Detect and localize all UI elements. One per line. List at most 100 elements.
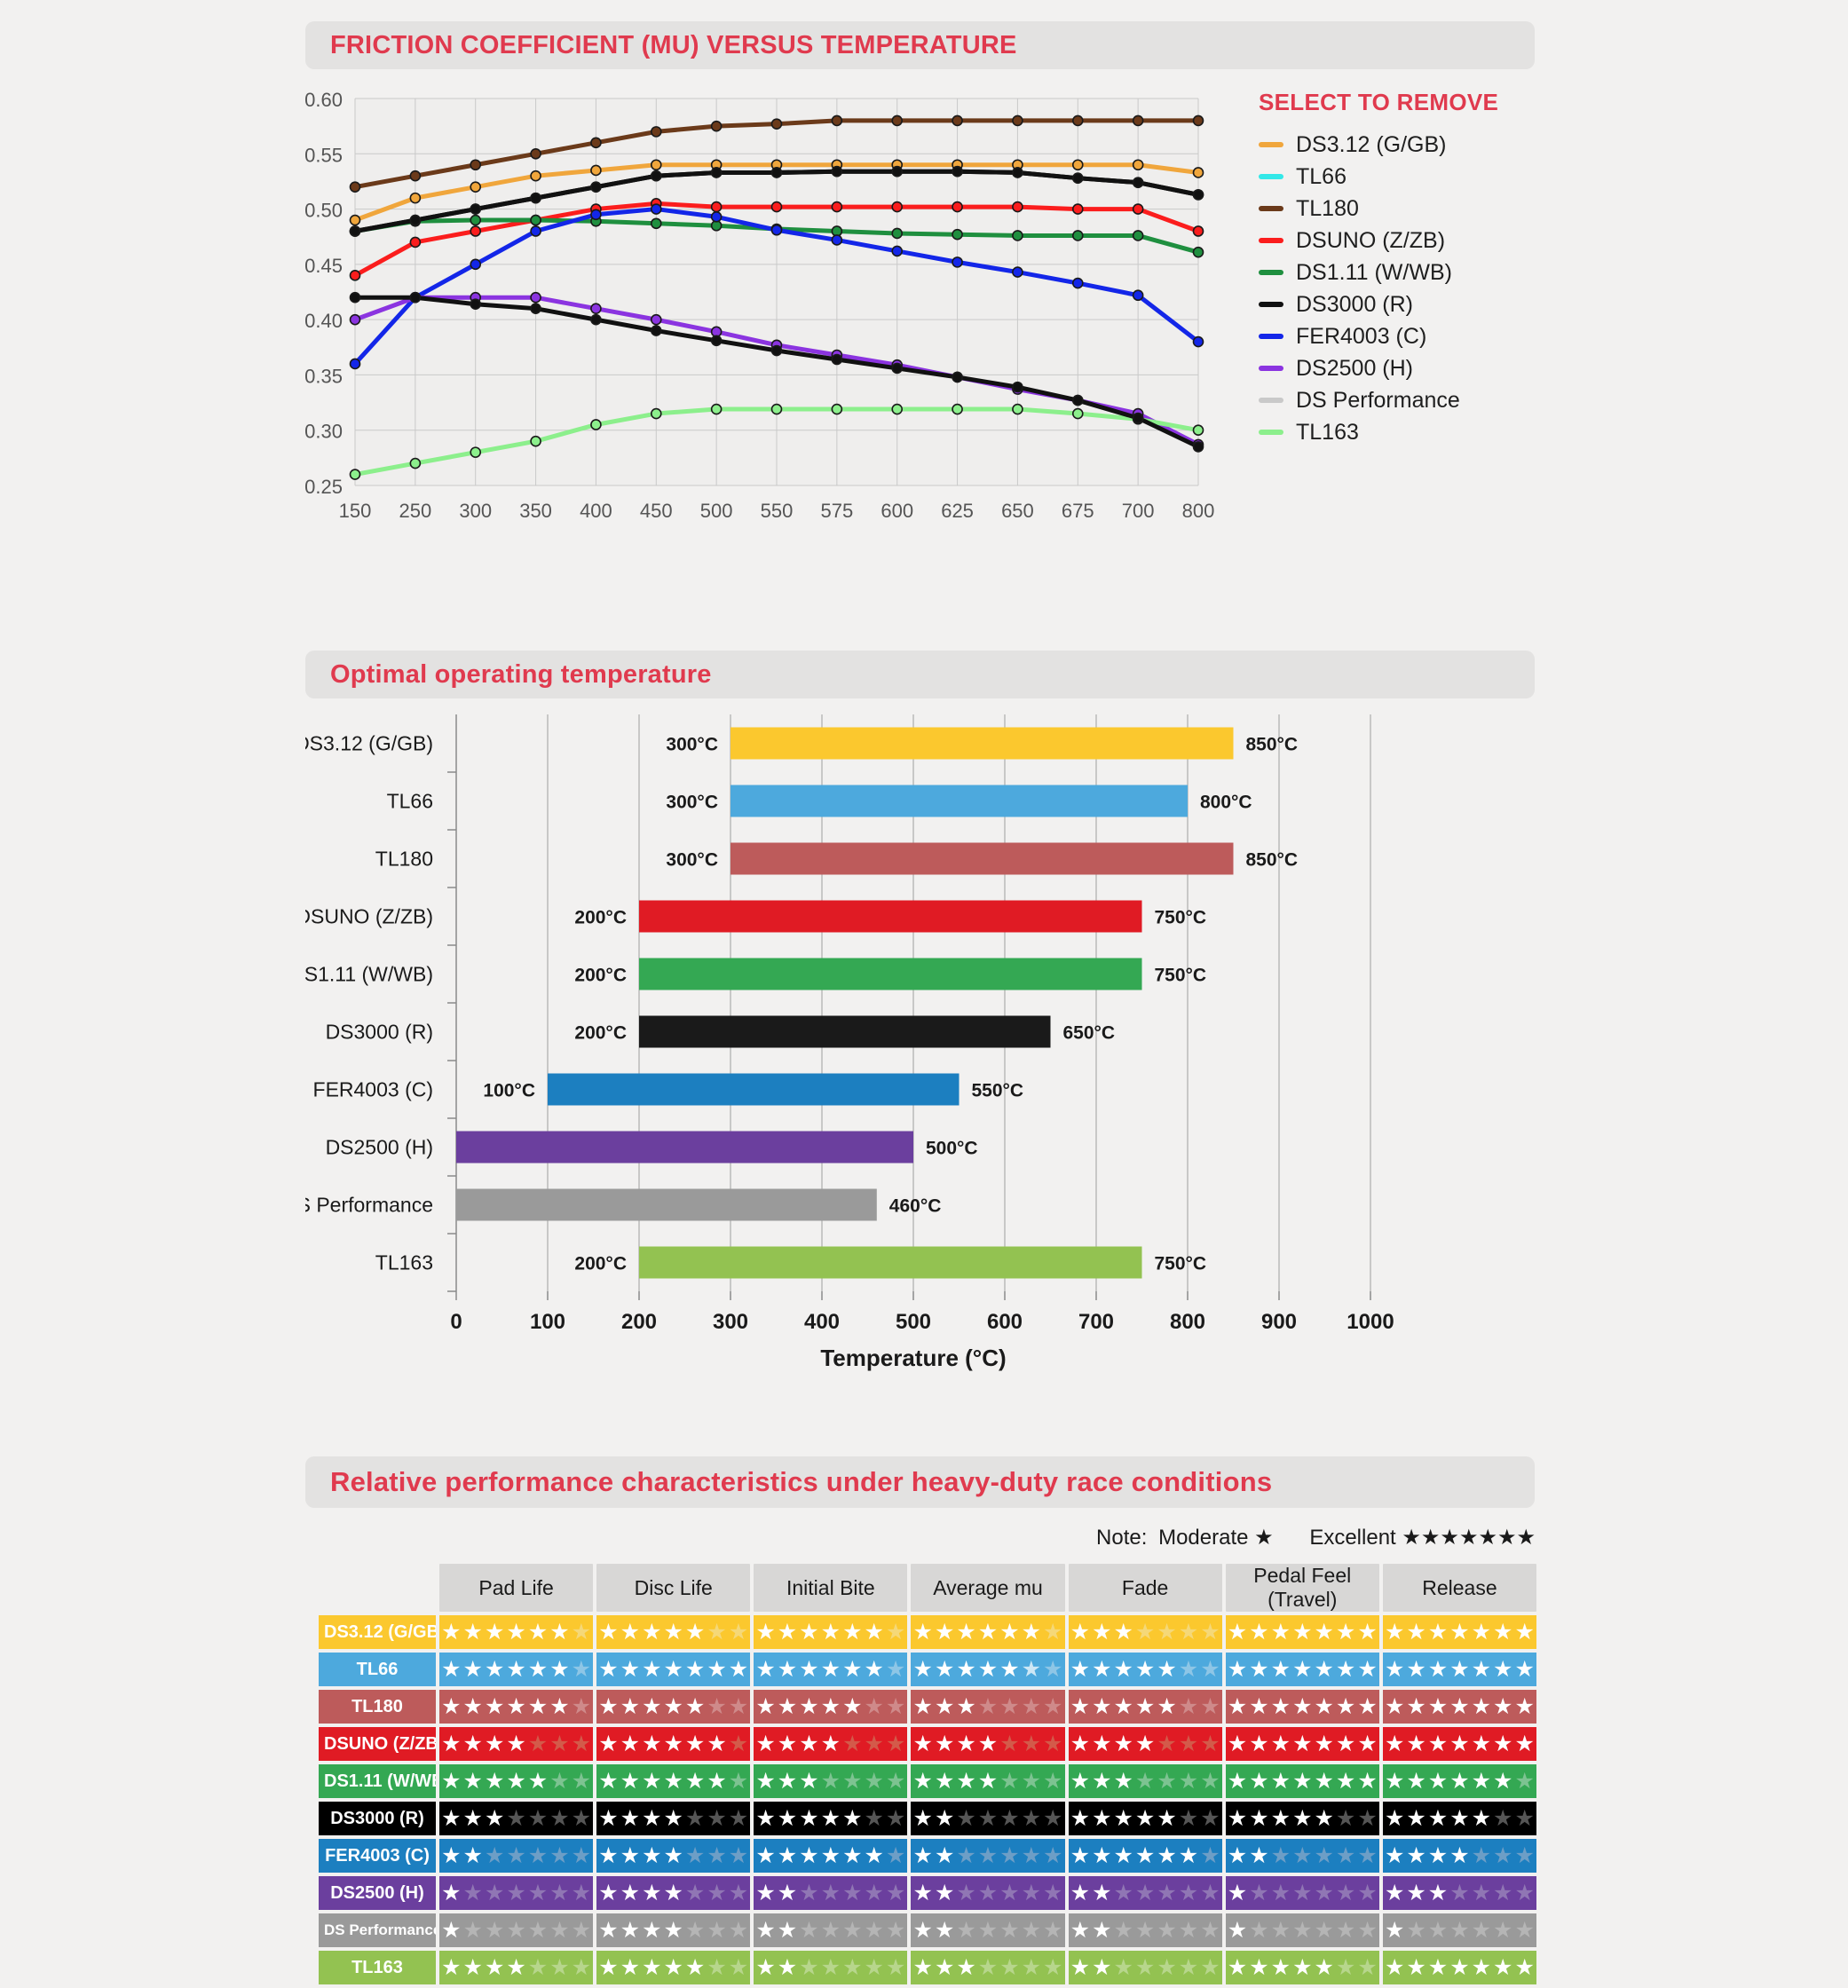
rating-cell: ★ ★ ★ ★ ★ ★ ★ (754, 1615, 908, 1649)
bar-ds2500-h[interactable] (456, 1131, 913, 1164)
row-label-ds2500-h[interactable]: DS2500 (H) (319, 1876, 436, 1910)
x-axis-tick-label: 575 (820, 500, 853, 522)
y-axis-tick-label: 0.60 (304, 89, 343, 111)
bar-x-tick-label: 400 (804, 1310, 840, 1334)
star-empty-icon: ★ (1200, 1917, 1220, 1943)
star-filled-icon: ★ (441, 1693, 462, 1719)
rating-cell: ★ ★ ★ ★ ★ ★ ★ (754, 1653, 908, 1686)
legend-item-tl180[interactable]: TL180 (1259, 193, 1525, 225)
bar-fer4003-c[interactable] (548, 1073, 960, 1106)
series-point (831, 114, 843, 127)
bar-x-tick-label: 200 (621, 1310, 657, 1334)
legend-item-fer4003-c[interactable]: FER4003 (C) (1259, 320, 1525, 352)
star-empty-icon: ★ (506, 1805, 526, 1831)
star-filled-icon: ★ (956, 1731, 976, 1756)
table-corner-cell (319, 1564, 436, 1612)
bar-ds3-12-g-gb[interactable] (731, 727, 1234, 760)
star-filled-icon: ★ (1449, 1693, 1470, 1719)
row-label-ds-performance[interactable]: DS Performance (319, 1913, 436, 1947)
star-filled-icon: ★ (1092, 1731, 1112, 1756)
star-filled-icon: ★ (912, 1917, 933, 1943)
series-point (530, 225, 541, 237)
star-filled-icon: ★ (1270, 1619, 1291, 1645)
star-empty-icon: ★ (1292, 1880, 1313, 1905)
series-point (1192, 246, 1204, 258)
bar-tl180[interactable] (731, 842, 1234, 875)
star-filled-icon: ★ (1070, 1693, 1091, 1719)
legend-item-ds1-11-w-wb[interactable]: DS1.11 (W/WB) (1259, 256, 1525, 288)
star-filled-icon: ★ (1070, 1768, 1091, 1794)
legend-item-dsuno-z-zb[interactable]: DSUNO (Z/ZB) (1259, 225, 1525, 256)
legend-item-ds3000-r[interactable]: DS3000 (R) (1259, 288, 1525, 320)
row-label-ds3-12-g-gb[interactable]: DS3.12 (G/GB) (319, 1615, 436, 1649)
bar-end-label: 500°C (926, 1139, 978, 1159)
star-empty-icon: ★ (549, 1805, 570, 1831)
bar-tl163[interactable] (639, 1246, 1142, 1279)
star-rating: ★ ★ ★ ★ ★ ★ ★ (1383, 1727, 1536, 1761)
star-empty-icon: ★ (1335, 1917, 1356, 1943)
series-point (831, 353, 843, 366)
star-filled-icon: ★ (462, 1731, 483, 1756)
row-label-fer4003-c[interactable]: FER4003 (C) (319, 1839, 436, 1873)
star-empty-icon: ★ (999, 1731, 1020, 1756)
row-label-ds3000-r[interactable]: DS3000 (R) (319, 1802, 436, 1835)
star-rating: ★ ★ ★ ★ ★ ★ ★ (911, 1876, 1064, 1910)
rating-cell: ★ ★ ★ ★ ★ ★ ★ (754, 1839, 908, 1873)
legend-item-tl163[interactable]: TL163 (1259, 416, 1525, 448)
y-axis-tick-label: 0.25 (304, 476, 343, 498)
star-filled-icon: ★ (1427, 1842, 1449, 1868)
bar-ds1-11-w-wb[interactable] (639, 958, 1142, 990)
star-filled-icon: ★ (956, 1768, 976, 1794)
star-rating: ★ ★ ★ ★ ★ ★ ★ (754, 1913, 907, 1947)
star-rating: ★ ★ ★ ★ ★ ★ ★ (911, 1802, 1064, 1835)
rating-cell: ★ ★ ★ ★ ★ ★ ★ (1382, 1839, 1536, 1873)
star-empty-icon: ★ (1493, 1880, 1513, 1905)
bar-ds3000-r[interactable] (639, 1015, 1051, 1048)
star-empty-icon: ★ (885, 1731, 906, 1756)
rating-cell: ★ ★ ★ ★ ★ ★ ★ (439, 1951, 594, 1984)
row-label-dsuno-z-zb[interactable]: DSUNO (Z/ZB) (319, 1727, 436, 1761)
star-filled-icon: ★ (1471, 1954, 1492, 1980)
star-filled-icon: ★ (1357, 1731, 1378, 1756)
legend-item-ds3-12-g-gb[interactable]: DS3.12 (G/GB) (1259, 129, 1525, 161)
series-point (891, 227, 904, 240)
bar-dsuno-z-zb[interactable] (639, 900, 1142, 933)
row-label-tl180[interactable]: TL180 (319, 1690, 436, 1724)
x-axis-tick-label: 600 (881, 500, 913, 522)
legend-item-tl66[interactable]: TL66 (1259, 161, 1525, 193)
series-point (1012, 381, 1023, 393)
series-point (530, 214, 541, 226)
legend-item-label: DS3.12 (G/GB) (1296, 131, 1447, 157)
star-filled-icon: ★ (598, 1693, 619, 1719)
star-empty-icon: ★ (1200, 1731, 1220, 1756)
star-filled-icon: ★ (1092, 1880, 1112, 1905)
series-point (590, 181, 602, 193)
row-label-tl163[interactable]: TL163 (319, 1951, 436, 1984)
bar-tl66[interactable] (731, 785, 1188, 817)
star-filled-icon: ★ (506, 1693, 526, 1719)
series-point (1071, 114, 1084, 127)
rating-cell: ★ ★ ★ ★ ★ ★ ★ (911, 1839, 1065, 1873)
legend-item-ds-performance[interactable]: DS Performance (1259, 384, 1525, 416)
row-label-ds1-11-w-wb[interactable]: DS1.11 (W/WB) (319, 1764, 436, 1798)
star-empty-icon: ★ (1471, 1917, 1492, 1943)
star-filled-icon: ★ (484, 1656, 505, 1682)
star-filled-icon: ★ (1384, 1693, 1405, 1719)
star-filled-icon: ★ (842, 1805, 863, 1831)
bar-ds-performance[interactable] (456, 1188, 877, 1221)
rating-cell: ★ ★ ★ ★ ★ ★ ★ (1068, 1913, 1222, 1947)
bar-x-tick-label: 300 (713, 1310, 748, 1334)
legend-item-ds2500-h[interactable]: DS2500 (H) (1259, 352, 1525, 384)
star-filled-icon: ★ (934, 1954, 955, 1980)
star-filled-icon: ★ (755, 1842, 776, 1868)
row-label-tl66[interactable]: TL66 (319, 1653, 436, 1686)
series-point (891, 245, 904, 257)
bar-category-label: FER4003 (C) (313, 1078, 433, 1101)
line-chart-legend: SELECT TO REMOVE DS3.12 (G/GB) TL66 TL180 D… (1259, 89, 1525, 448)
star-filled-icon: ★ (1113, 1768, 1133, 1794)
star-filled-icon: ★ (842, 1619, 863, 1645)
star-empty-icon: ★ (1113, 1917, 1133, 1943)
star-empty-icon: ★ (1200, 1768, 1220, 1794)
star-rating: ★ ★ ★ ★ ★ ★ ★ (439, 1951, 593, 1984)
bar-category-label: DS3000 (R) (326, 1021, 433, 1044)
